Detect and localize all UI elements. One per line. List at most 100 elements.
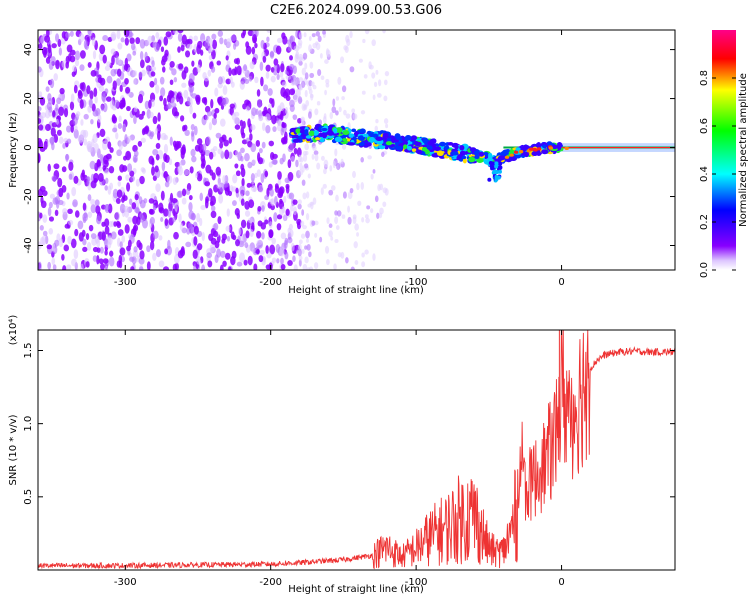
noise-blob [126, 53, 132, 62]
signal-peak-blob [509, 153, 514, 157]
noise-blob [48, 201, 53, 209]
noise-blob [247, 161, 253, 169]
spectrogram-x-tick-label: -200 [259, 277, 282, 288]
noise-blob [82, 246, 88, 253]
noise-blob [66, 125, 72, 133]
noise-blob [181, 197, 187, 205]
sparse-blob [323, 113, 327, 120]
noise-blob [185, 241, 192, 248]
noise-blob [155, 183, 161, 193]
signal-blob [524, 151, 530, 158]
noise-blob [126, 182, 131, 192]
noise-blob [224, 149, 230, 160]
noise-blob [240, 163, 245, 171]
noise-blob [281, 139, 288, 145]
signal-peak-blob [513, 150, 519, 154]
noise-blob [184, 129, 190, 137]
noise-blob [56, 97, 62, 105]
sparse-blob [372, 94, 376, 101]
sparse-blob [325, 78, 330, 85]
noise-blob [293, 264, 298, 270]
sparse-blob [299, 162, 303, 171]
noise-blob [48, 227, 54, 235]
noise-blob [152, 252, 157, 261]
sparse-blob [381, 151, 385, 157]
noise-blob [260, 76, 264, 87]
noise-blob [119, 203, 126, 214]
noise-blob [74, 210, 80, 218]
noise-blob [49, 136, 55, 144]
noise-blob [38, 153, 41, 163]
noise-blob [199, 217, 203, 227]
noise-blob [132, 250, 139, 258]
noise-blob [261, 205, 265, 212]
noise-blob [124, 224, 130, 234]
noise-blob [75, 50, 81, 61]
noise-blob [116, 30, 121, 40]
noise-blob [138, 257, 145, 265]
noise-blob [155, 142, 161, 150]
noise-blob [177, 165, 181, 173]
signal-blob [468, 156, 476, 163]
noise-blob [235, 170, 241, 177]
noise-blob [169, 90, 175, 97]
noise-blob [139, 250, 145, 260]
noise-blob [91, 37, 96, 47]
noise-blob [196, 212, 201, 223]
noise-blob [58, 187, 64, 198]
sparse-blob [340, 158, 344, 164]
noise-blob [161, 161, 166, 172]
sparse-blob [309, 201, 315, 206]
noise-blob [271, 159, 278, 165]
noise-blob [94, 96, 98, 104]
noise-blob [70, 124, 74, 133]
noise-blob [234, 163, 239, 169]
noise-blob [86, 176, 90, 187]
noise-blob [292, 114, 298, 121]
noise-blob [219, 37, 224, 45]
noise-blob [251, 107, 257, 117]
noise-blob [221, 238, 226, 244]
snr-x-tick-label: 0 [558, 577, 564, 588]
noise-blob [130, 42, 136, 51]
sparse-blob [305, 100, 310, 107]
noise-blob [154, 165, 159, 173]
sparse-blob [349, 66, 355, 73]
noise-blob [133, 150, 139, 157]
noise-blob [287, 44, 293, 52]
noise-blob [204, 198, 209, 209]
noise-blob [93, 87, 98, 98]
noise-blob [224, 252, 231, 260]
sparse-blob [302, 52, 308, 60]
noise-blob [99, 128, 106, 138]
noise-blob [38, 118, 42, 124]
noise-blob [217, 76, 223, 85]
noise-blob [96, 247, 101, 253]
noise-blob [264, 170, 269, 178]
noise-blob [195, 94, 201, 103]
noise-blob [38, 106, 42, 112]
sparse-blob [340, 251, 345, 259]
noise-blob [244, 99, 250, 106]
noise-blob [289, 88, 296, 96]
snr-series-line [38, 330, 675, 570]
noise-blob [196, 243, 203, 251]
noise-blob [292, 206, 297, 216]
sparse-blob [313, 262, 319, 269]
sparse-blob [298, 31, 303, 39]
noise-blob [228, 266, 232, 270]
noise-blob [188, 201, 193, 212]
noise-blob [242, 120, 246, 129]
noise-blob [240, 198, 245, 206]
noise-blob [169, 79, 174, 86]
sparse-blob [305, 150, 309, 156]
sparse-blob [350, 266, 355, 270]
noise-blob [173, 30, 179, 35]
noise-blob [296, 147, 302, 158]
noise-blob [80, 263, 84, 270]
noise-blob [236, 65, 242, 76]
signal-blob [382, 132, 389, 138]
signal-blob [440, 145, 445, 150]
signal-blob [369, 136, 375, 143]
noise-blob [208, 233, 214, 241]
